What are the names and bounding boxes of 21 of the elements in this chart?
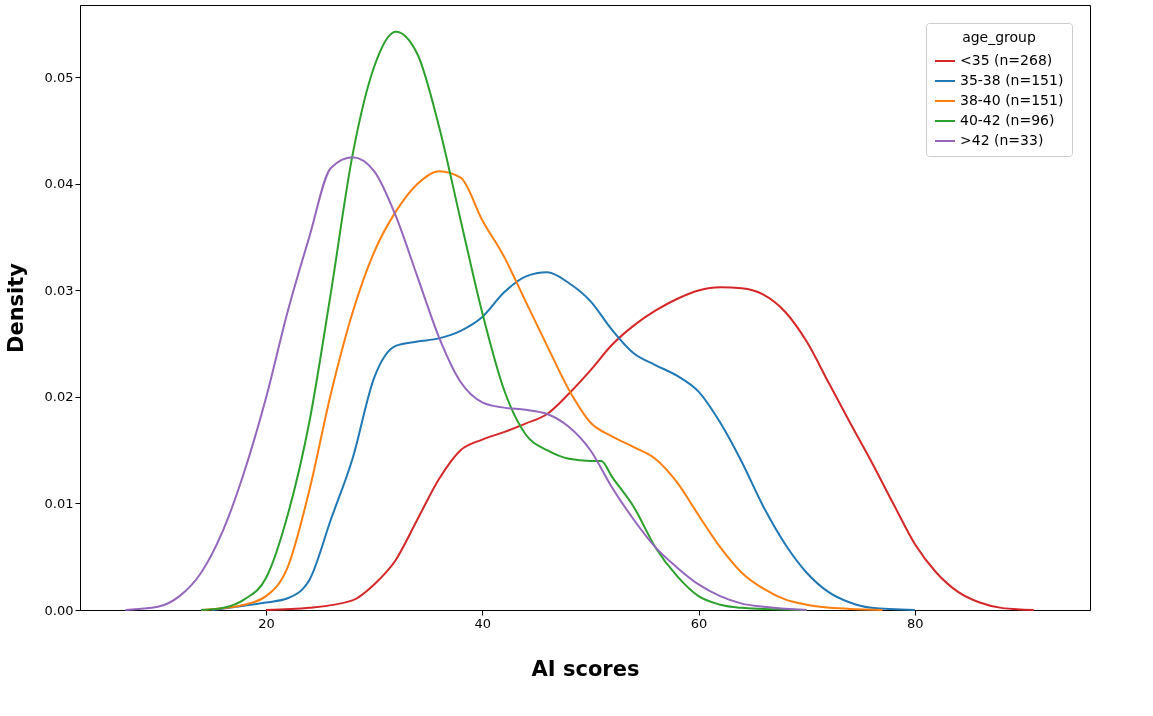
x-tick-label: 40: [474, 615, 492, 631]
x-tick-label: 60: [690, 615, 708, 631]
y-tick-label: 0.00: [44, 602, 74, 618]
y-tick-label: 0.05: [44, 69, 74, 85]
legend-label: 35-38 (n=151): [960, 72, 1064, 88]
y-tick-label: 0.04: [44, 176, 74, 192]
legend-label: 40-42 (n=96): [960, 112, 1055, 128]
line-series: [124, 156, 808, 611]
x-tick-label: 20: [258, 615, 275, 631]
y-tick-label: 0.02: [44, 389, 74, 405]
legend-label: >42 (n=33): [960, 132, 1044, 148]
y-axis-title: Density: [3, 262, 28, 354]
legend-title: age_group: [962, 29, 1036, 45]
x-axis-title: AI scores: [531, 656, 640, 681]
line-series: [265, 286, 1035, 611]
x-tick-label: 80: [907, 615, 924, 631]
legend-label: <35 (n=268): [960, 52, 1053, 68]
y-tick-label: 0.01: [44, 495, 74, 511]
line-series: [210, 271, 916, 611]
legend-label: 38-40 (n=151): [960, 92, 1064, 108]
y-tick-label: 0.03: [44, 282, 74, 298]
